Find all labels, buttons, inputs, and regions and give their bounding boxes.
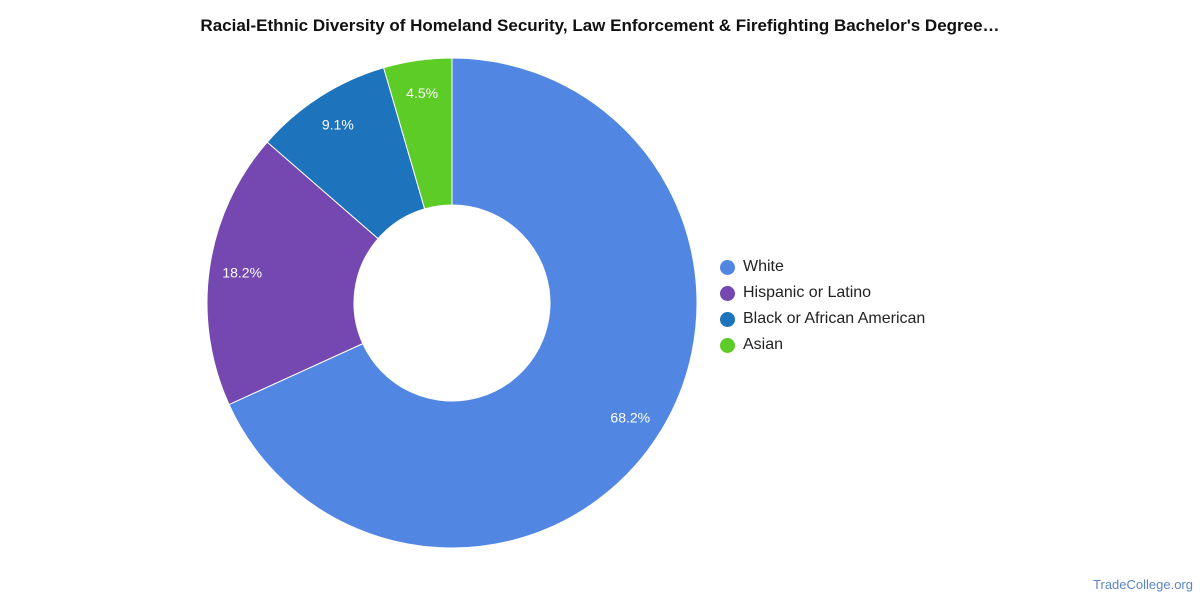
legend-label: Asian [743, 336, 784, 353]
legend-swatch [720, 311, 735, 327]
slice-label: 18.2% [222, 264, 262, 280]
chart-legend: White Hispanic or Latino Black or African … [720, 254, 925, 358]
slice-label: 68.2% [610, 410, 650, 426]
legend-item-hispanic-or-latino[interactable]: Hispanic or Latino [720, 280, 925, 306]
legend-label: Black or African American [743, 310, 926, 327]
slice-hispanic-or-latino[interactable] [206, 141, 379, 406]
legend-swatch [720, 337, 735, 353]
slice-asian[interactable] [383, 57, 453, 210]
source-credit[interactable]: TradeCollege.org [1093, 577, 1193, 592]
legend-item-asian[interactable]: Asian [720, 332, 925, 358]
chart-title: Racial-Ethnic Diversity of Homeland Secu… [200, 16, 1000, 35]
legend-label: Hispanic or Latino [743, 284, 872, 301]
legend-item-black-or-african-american[interactable]: Black or African American [720, 306, 925, 332]
legend-label: White [743, 258, 784, 275]
legend-item-white[interactable]: White [720, 254, 925, 280]
slice-label: 4.5% [406, 85, 438, 101]
legend-swatch [720, 285, 735, 301]
legend-swatch [720, 259, 735, 275]
slice-label: 9.1% [322, 116, 354, 132]
slice-white[interactable] [228, 57, 698, 549]
